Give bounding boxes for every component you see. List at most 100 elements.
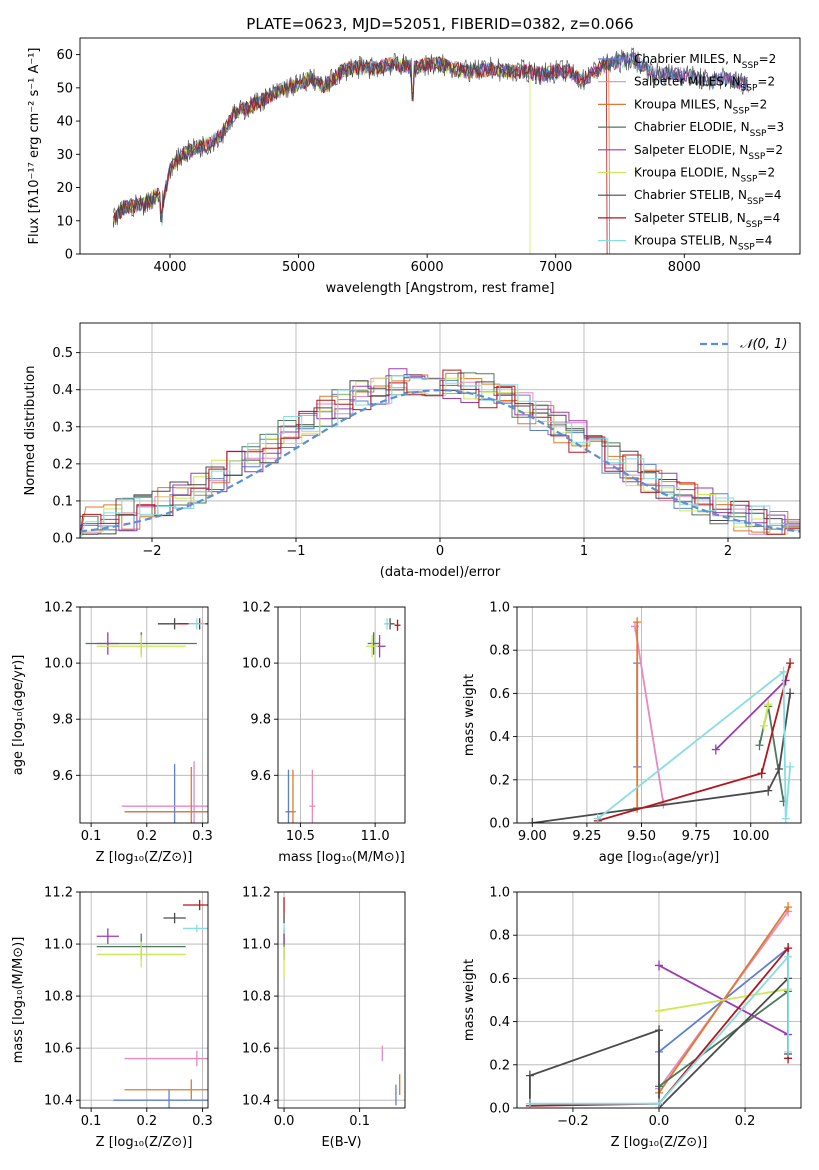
- x-tick-label: 5000: [282, 260, 315, 275]
- weight-line-salpeter_miles: [634, 626, 665, 804]
- y-tick-label: 20: [56, 181, 73, 196]
- weight-marker-kroupa_stelib: [655, 1098, 663, 1108]
- x-tick-label: 10.5: [286, 829, 315, 844]
- x-tick-label: 0.0: [274, 1114, 295, 1129]
- panel-mass_vs_Z: 0.1 0.2 0.3 10.4 10.6 10.8 11.0 11.2 Z [log₁₀(Z/…: [11, 886, 213, 1151]
- y-tick-label: 0.2: [489, 773, 510, 788]
- weight-marker-chabrier_stelib: [655, 1025, 663, 1036]
- plot-area: [85, 618, 208, 823]
- weight-line-kroupa_stelib: [597, 669, 791, 820]
- y-tick-label: 10: [56, 214, 73, 229]
- y-tick-label: 1.0: [489, 886, 510, 901]
- y-tick-label: 11.0: [242, 938, 271, 953]
- y-tick-label: 30: [56, 148, 73, 163]
- y-axis-label: Flux [fλ10⁻¹⁷ erg cm⁻² s⁻¹ A⁻¹]: [27, 48, 42, 245]
- legend-entry: Kroupa MILES, NSSP=2: [634, 97, 767, 116]
- x-tick-label: −2: [142, 544, 161, 559]
- y-tick-label: 0.0: [489, 817, 510, 832]
- plot-area: [96, 899, 208, 1108]
- x-tick-label: 4000: [153, 260, 186, 275]
- weight-marker-kroupa_stelib: [784, 951, 793, 962]
- weight-marker-salpeter_stelib: [784, 943, 793, 954]
- weight-marker-kroupa_stelib: [593, 813, 602, 823]
- y-tick-label: 0.0: [489, 1102, 510, 1117]
- x-axis-label: wavelength [Angstrom, rest frame]: [326, 281, 555, 296]
- y-tick-label: 0.2: [52, 457, 73, 472]
- axes-frame: [79, 606, 209, 824]
- axes-frame: [277, 606, 406, 824]
- weight-marker-chabrier_stelib: [528, 818, 537, 823]
- weight-line-chabrier_elodie: [758, 706, 785, 802]
- x-tick-label: 8000: [668, 260, 701, 275]
- x-tick-label: 2: [724, 544, 732, 559]
- plot-area: [80, 368, 800, 538]
- panel-age_vs_Z: 0.1 0.2 0.3 9.6 9.8 10.0 10.2 Z [log₁₀(Z/Z⊙)] ag…: [11, 601, 213, 866]
- y-tick-label: 0.5: [52, 346, 73, 361]
- y-tick-label: 0.6: [489, 972, 510, 987]
- weight-marker-salpeter_elodie: [655, 960, 663, 971]
- x-tick-label: 0.1: [349, 1114, 370, 1129]
- y-tick-label: 11.0: [44, 938, 73, 953]
- x-tick-label: 0.1: [81, 829, 102, 844]
- y-axis-label: age [log₁₀(age/yr)]: [11, 655, 26, 776]
- gaussian-curve: [80, 388, 800, 533]
- x-tick-label: 0: [436, 544, 444, 559]
- legend-entry: 𝒩(0, 1): [740, 337, 787, 352]
- x-tick-label: 0.3: [192, 829, 213, 844]
- weight-marker-chabrier_stelib: [786, 688, 795, 699]
- x-tick-label: 0.3: [192, 1114, 213, 1129]
- x-tick-label: 0.2: [136, 1114, 157, 1129]
- y-tick-label: 9.6: [250, 769, 271, 784]
- axes-frame: [277, 891, 406, 1109]
- x-tick-label: 9.50: [627, 829, 656, 844]
- y-tick-label: 9.8: [52, 713, 73, 728]
- axes-frame: [79, 37, 801, 255]
- y-axis-label: mass weight: [462, 959, 477, 1041]
- x-axis-label: age [log₁₀(age/yr)]: [599, 850, 720, 865]
- plot-area: [528, 617, 795, 823]
- figure-title: PLATE=0623, MJD=52051, FIBERID=0382, z=0…: [246, 15, 633, 33]
- y-tick-label: 11.2: [44, 886, 73, 901]
- weight-line-kroupa_stelib: [529, 954, 789, 1105]
- axes-frame: [79, 891, 209, 1109]
- x-tick-label: 1: [580, 544, 588, 559]
- y-tick-label: 50: [56, 81, 73, 96]
- weight-marker-salpeter_stelib: [757, 768, 766, 779]
- x-axis-label: Z [log₁₀(Z/Z⊙)]: [96, 850, 193, 865]
- y-tick-label: 10.2: [44, 601, 73, 616]
- y-tick-label: 0.4: [489, 1015, 510, 1030]
- weight-marker-salpeter_elodie: [711, 744, 720, 755]
- y-tick-label: 10.8: [44, 990, 73, 1005]
- y-tick-label: 0.6: [489, 687, 510, 702]
- y-tick-label: 1.0: [489, 601, 510, 616]
- y-tick-label: 10.4: [242, 1094, 271, 1109]
- spectrum-legend: Chabrier MILES, NSSP=2 Salpeter MILES, NS…: [598, 52, 784, 253]
- panel-age_vs_mass: 10.5 11.0 9.6 9.8 10.0 10.2 mass [log₁₀(M/M⊙)]: [242, 601, 406, 865]
- panel-spectrum: 4000 5000 6000 7000 8000 0 10 20 30 40 50 60 wavelen…: [27, 37, 801, 296]
- weight-marker-kroupa_stelib: [779, 666, 788, 677]
- y-tick-label: 0.2: [489, 1058, 510, 1073]
- y-tick-label: 10.6: [44, 1042, 73, 1057]
- weight-line-chabrier_elodie: [658, 990, 789, 1088]
- y-tick-label: 0: [65, 248, 73, 263]
- legend-entry: Chabrier MILES, NSSP=2: [634, 52, 776, 71]
- weight-marker-kroupa_elodie: [655, 1005, 663, 1016]
- x-axis-label: (data-model)/error: [380, 565, 501, 580]
- legend-entry: Chabrier STELIB, NSSP=4: [634, 188, 782, 207]
- weight-marker-chabrier_stelib: [775, 764, 784, 774]
- y-tick-label: 10.8: [242, 990, 271, 1005]
- y-axis-label: Normed distribution: [23, 366, 38, 496]
- legend-entry: Salpeter MILES, NSSP=2: [634, 75, 775, 94]
- y-tick-label: 10.4: [44, 1094, 73, 1109]
- weight-line-salpeter_elodie: [715, 679, 787, 751]
- x-axis-label: Z [log₁₀(Z/Z⊙)]: [611, 1135, 708, 1150]
- y-tick-label: 0.3: [52, 420, 73, 435]
- histogram-kroupa_stelib: [80, 375, 800, 538]
- x-tick-label: 0.0: [649, 1114, 670, 1129]
- x-tick-label: 10.00: [732, 829, 769, 844]
- x-tick-label: 9.75: [682, 829, 711, 844]
- y-tick-label: 0.4: [489, 730, 510, 745]
- x-tick-label: 0.2: [136, 829, 157, 844]
- x-tick-label: −1: [286, 544, 305, 559]
